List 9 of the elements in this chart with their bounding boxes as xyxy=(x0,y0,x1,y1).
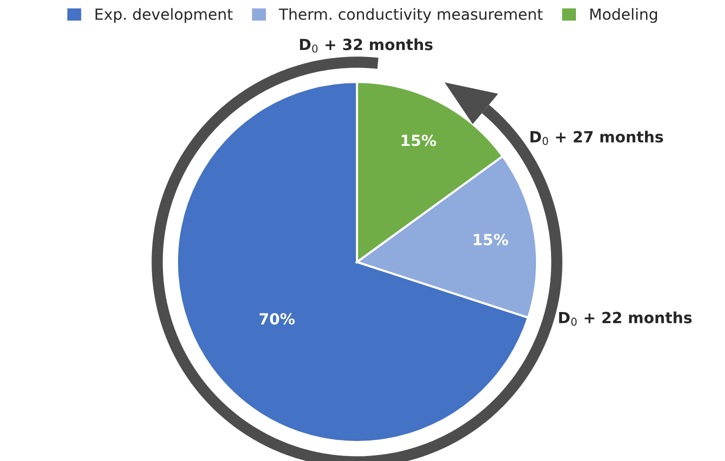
data-label: 15% xyxy=(402,134,436,146)
text: D$_{0}$ + 32 months xyxy=(300,38,433,53)
legend-label: Modeling xyxy=(590,8,657,23)
data-label: 15% xyxy=(474,234,508,246)
text: D$_{0}$ + 22 months xyxy=(559,312,692,326)
legend-label: Therm. conductivity measurement xyxy=(278,8,543,23)
legend-label: Exp. development xyxy=(96,8,233,23)
data-label: 70% xyxy=(260,313,295,325)
text: D$_{0}$ + 27 months xyxy=(530,130,664,145)
